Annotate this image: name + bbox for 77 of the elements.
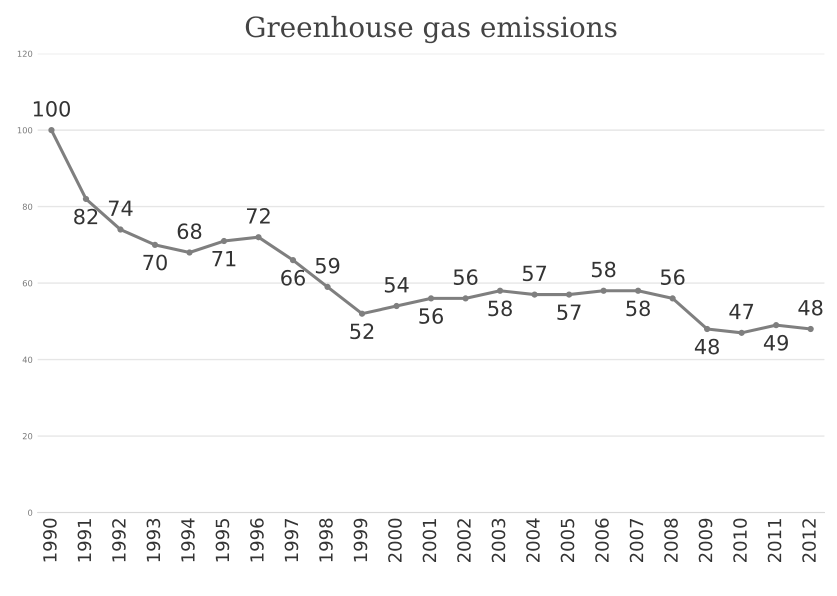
point — [462, 295, 469, 302]
data-label: 70 — [143, 254, 167, 270]
data-label: 59 — [316, 258, 340, 274]
data-label: 58 — [592, 262, 616, 278]
data-label: 56 — [660, 269, 685, 285]
x-tick-label: 2000 — [388, 518, 402, 562]
data-label: 52 — [350, 323, 374, 340]
x-tick-label: 1999 — [354, 518, 368, 562]
point — [634, 288, 642, 294]
point — [738, 330, 745, 336]
point — [324, 284, 331, 290]
x-tick-label: 2012 — [802, 519, 816, 562]
x-tick-label: 2011 — [768, 519, 782, 562]
x-tick-label: 2010 — [733, 518, 747, 562]
point — [48, 127, 55, 134]
x-tick-label: 1993 — [146, 518, 160, 562]
x-tick-label: 1995 — [216, 519, 230, 562]
x-tick-label: 1990 — [43, 518, 57, 562]
y-tick-label: 0 — [28, 510, 32, 516]
x-tick-label: 1994 — [181, 518, 195, 562]
y-tick-label: 20 — [22, 433, 32, 440]
x-tick-label: 2006 — [595, 518, 609, 562]
point — [704, 326, 710, 332]
x-tick-label: 1998 — [319, 518, 333, 562]
data-label: 68 — [178, 223, 202, 240]
point — [152, 242, 158, 248]
x-tick-label: 1996 — [250, 518, 264, 562]
chart-title: Greenhouse gas emissions — [246, 16, 616, 44]
data-label: 82 — [74, 208, 98, 224]
x-tick-label: 2001 — [422, 519, 436, 562]
data-label: 56 — [454, 269, 478, 285]
point — [255, 234, 262, 240]
point — [220, 238, 228, 244]
point — [669, 295, 676, 302]
point — [600, 288, 607, 294]
data-label: 54 — [384, 277, 409, 293]
data-label: 57 — [522, 266, 546, 282]
y-tick-label: 40 — [22, 356, 32, 363]
x-tick-label: 2009 — [698, 518, 712, 562]
data-label: 58 — [626, 300, 650, 316]
data-label: 100 — [34, 100, 70, 117]
point — [428, 295, 434, 302]
x-tick-label: 1991 — [78, 519, 92, 562]
point — [186, 249, 193, 256]
point — [773, 322, 780, 328]
x-tick-label: 2008 — [664, 518, 678, 562]
x-tick-label: 1992 — [112, 519, 126, 562]
data-label: 56 — [419, 308, 443, 324]
x-tick-label: 2003 — [492, 518, 506, 562]
data-label: 71 — [212, 251, 236, 266]
y-tick-label: 60 — [22, 280, 32, 286]
x-tick-label: 2007 — [630, 518, 644, 562]
data-label: 72 — [246, 208, 270, 224]
point — [496, 288, 504, 294]
point — [393, 302, 400, 310]
y-tick-label: 120 — [18, 50, 32, 57]
point — [566, 291, 572, 298]
point — [117, 226, 124, 233]
data-label: 74 — [108, 200, 133, 216]
y-tick-label: 100 — [18, 127, 32, 134]
data-label: 58 — [488, 300, 512, 316]
point — [531, 291, 538, 298]
data-label: 57 — [557, 304, 581, 320]
data-label: 48 — [798, 300, 822, 316]
point — [358, 310, 366, 317]
point — [82, 196, 90, 202]
x-tick-label: 2002 — [457, 519, 471, 562]
x-tick-label: 2005 — [560, 519, 574, 562]
x-tick-label: 1997 — [284, 518, 298, 562]
point — [290, 257, 296, 264]
data-label: 48 — [694, 338, 719, 354]
data-label: 66 — [281, 270, 305, 286]
x-tick-label: 2004 — [526, 518, 540, 562]
data-label: 49 — [764, 334, 788, 351]
data-label: 47 — [729, 304, 754, 320]
y-tick-label: 80 — [22, 204, 32, 210]
point — [808, 326, 814, 332]
